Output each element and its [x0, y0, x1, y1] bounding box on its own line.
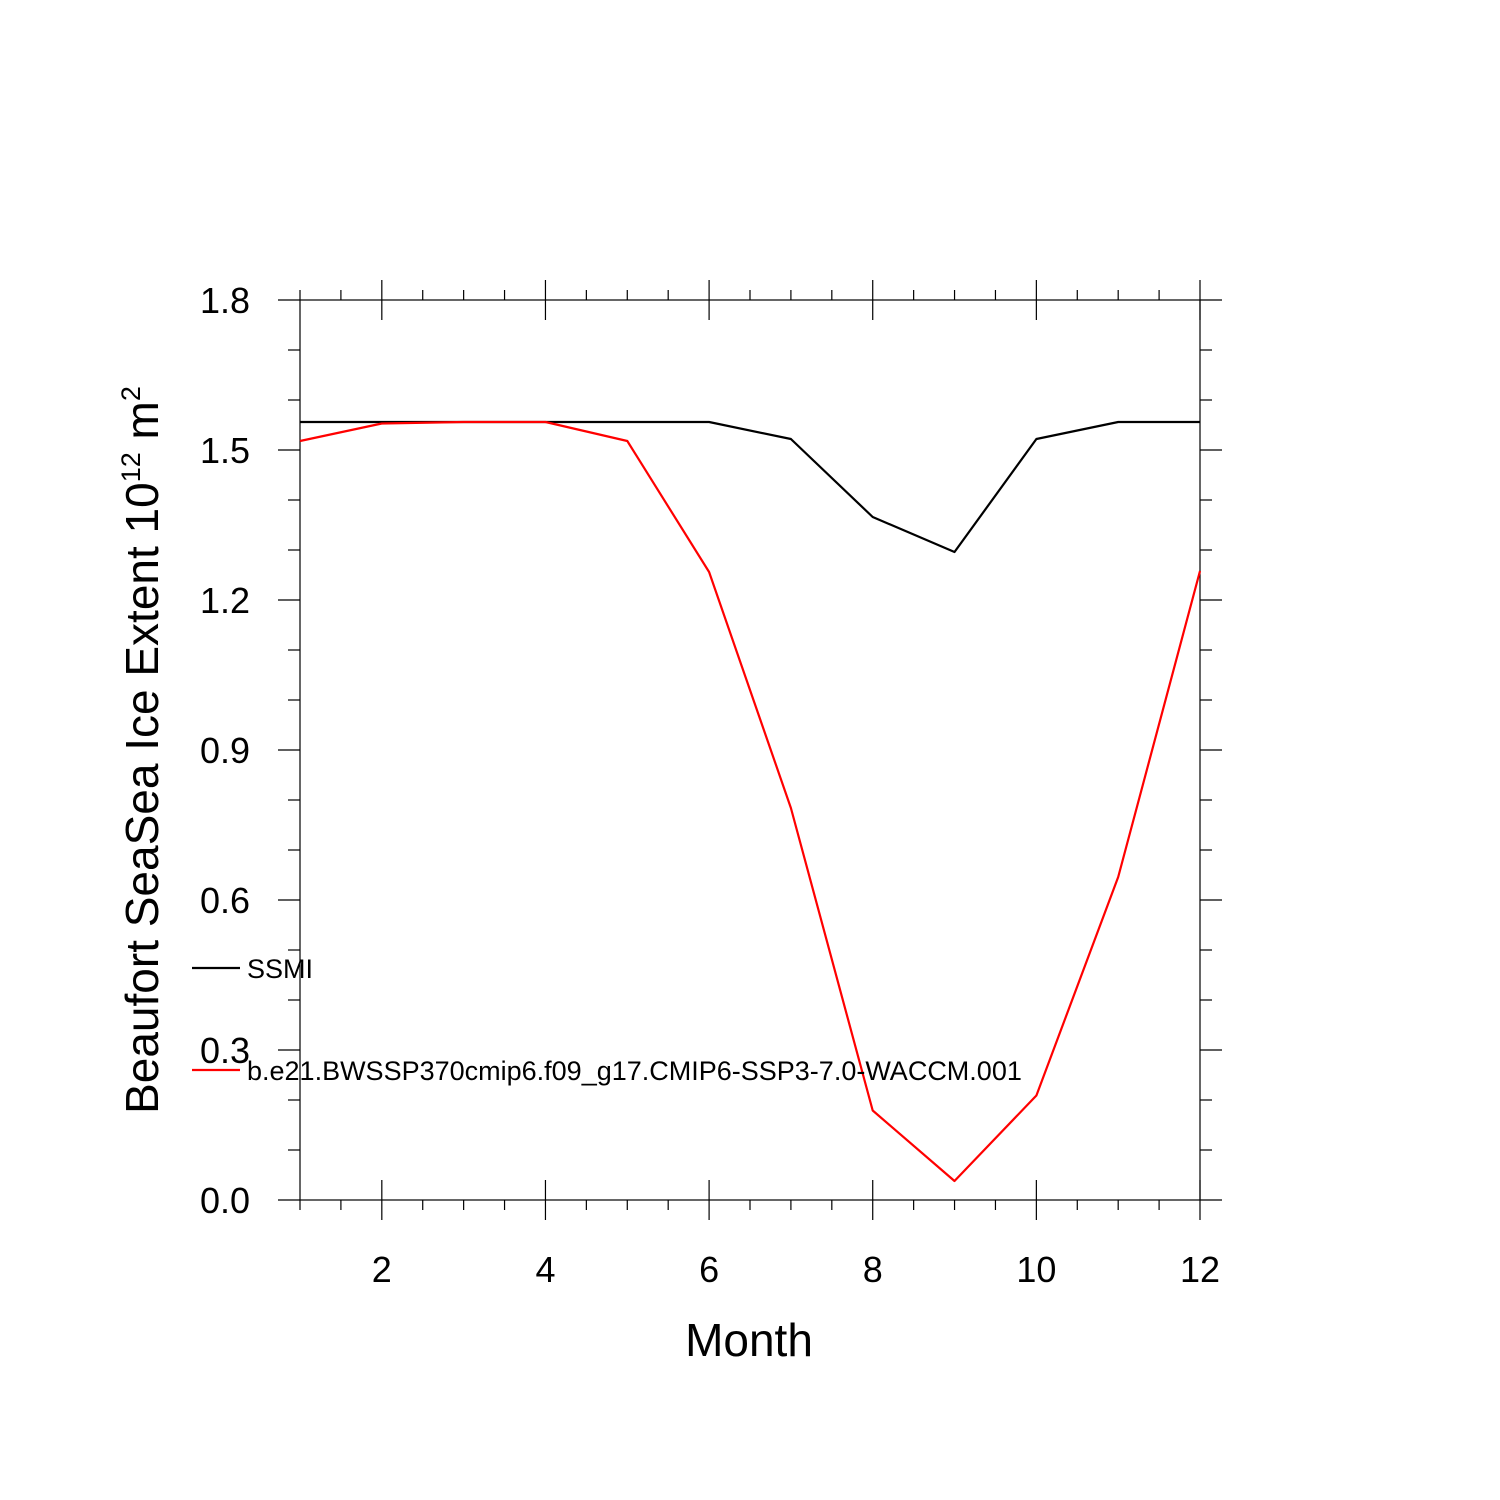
- y-axis-title-unit-exponent: 2: [116, 386, 146, 401]
- y-axis-title: Beaufort SeaSea Ice Extent 1012 m2: [116, 386, 168, 1114]
- x-tick-label: 12: [1180, 1249, 1220, 1290]
- y-tick-label: 1.5: [200, 430, 250, 471]
- x-tick-label: 4: [535, 1249, 555, 1290]
- series-line-2: [299, 420, 1202, 1183]
- legend: SSMI b.e21.BWSSP370cmip6.f09_g17.CMIP6-SS…: [192, 954, 1022, 1086]
- y-axis-title-unit: m: [116, 401, 168, 452]
- y-tick-label: 0.0: [200, 1180, 250, 1221]
- x-tick-label: 2: [372, 1249, 392, 1290]
- x-tick-label: 6: [699, 1249, 719, 1290]
- tick-labels: 2 4 6 8 10 12 0.0 0.3 0.6 0.9 1.2 1.5 1.8: [200, 280, 1220, 1290]
- series-line-1: [300, 420, 1200, 554]
- y-tick-label: 1.2: [200, 580, 250, 621]
- y-tick-label: 0.6: [200, 880, 250, 921]
- x-axis-title: Month: [685, 1314, 813, 1366]
- legend-label-1: SSMI: [247, 954, 313, 984]
- axis-ticks: [278, 280, 1222, 1220]
- x-tick-label: 8: [863, 1249, 883, 1290]
- legend-label-2: b.e21.BWSSP370cmip6.f09_g17.CMIP6-SSP3-7…: [247, 1056, 1022, 1086]
- series-lines: [299, 420, 1202, 1183]
- y-tick-label: 1.8: [200, 280, 250, 321]
- y-axis-title-exponent: 12: [116, 452, 146, 482]
- y-axis-title-text: Beaufort SeaSea Ice Extent 10: [116, 482, 168, 1114]
- y-tick-label: 0.9: [200, 730, 250, 771]
- x-tick-label: 10: [1016, 1249, 1056, 1290]
- y-tick-label: 0.3: [200, 1030, 250, 1071]
